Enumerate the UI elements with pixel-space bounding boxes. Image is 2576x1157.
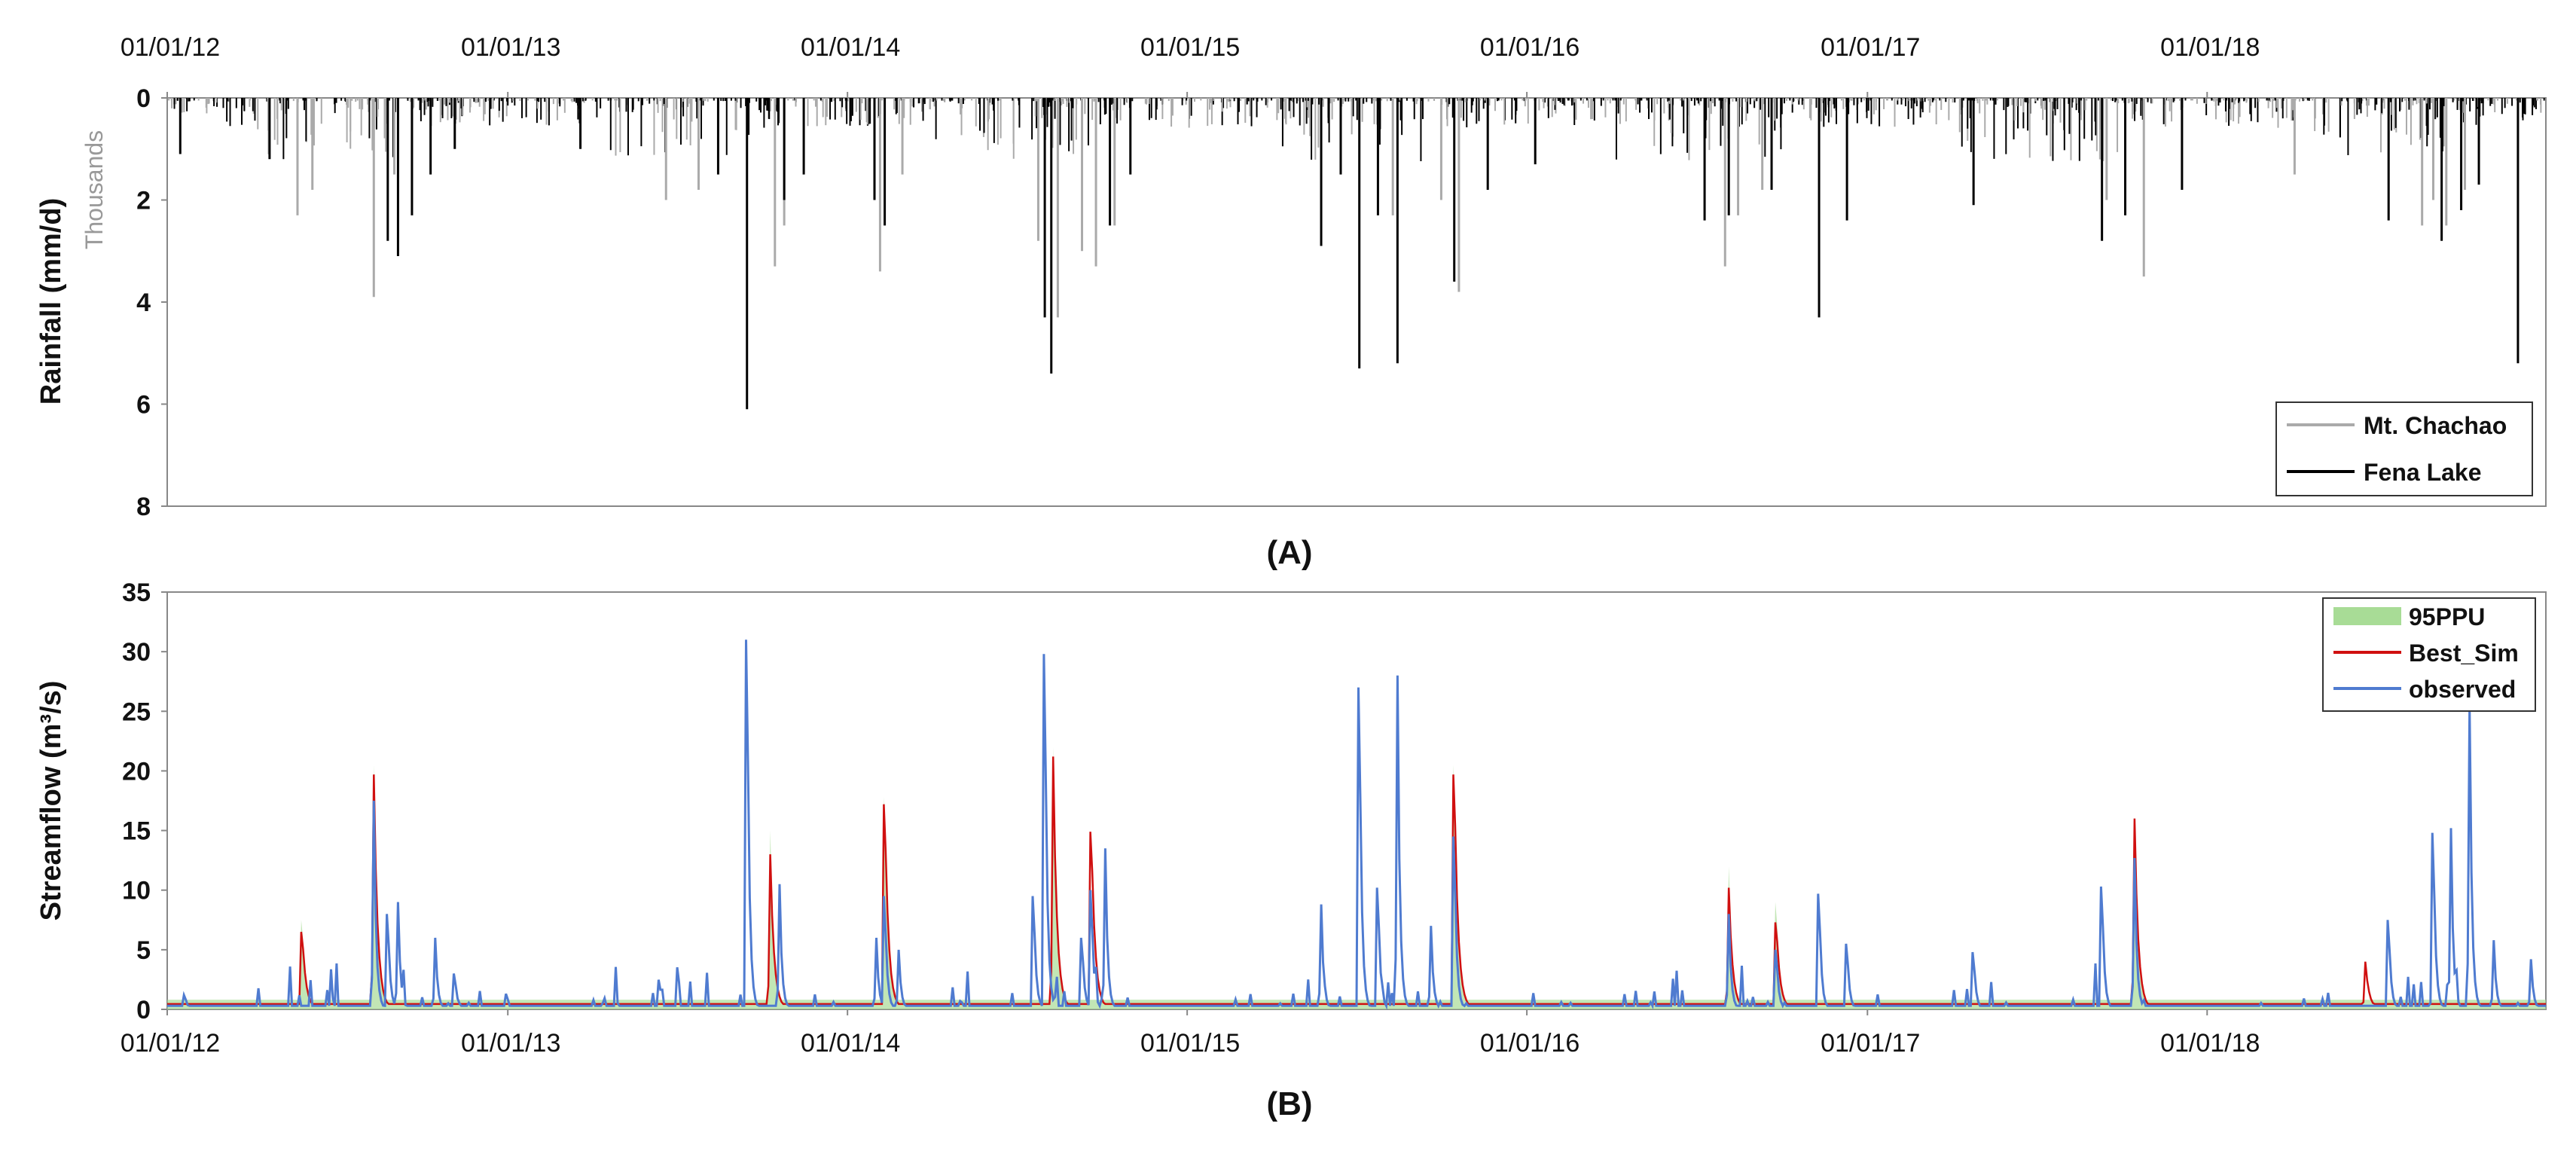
rainfall-x-tick-label: 01/01/13 — [461, 33, 560, 62]
rainfall-y-tick-label: 4 — [136, 288, 151, 317]
streamflow-y-tick-label: 15 — [122, 817, 151, 846]
streamflow-x-tick-label: 01/01/14 — [801, 1029, 900, 1058]
rainfall-bars — [179, 98, 2520, 410]
streamflow-x-tick-label: 01/01/16 — [1480, 1029, 1579, 1058]
rainfall-y-tick-label: 0 — [136, 84, 151, 113]
streamflow-y-tick-label: 5 — [136, 936, 151, 965]
streamflow-x-ticks: 01/01/12 01/01/13 01/01/14 01/01/15 01/01/16… — [121, 1009, 2260, 1058]
streamflow-y-tick-label: 0 — [136, 996, 151, 1024]
streamflow-x-tick-label: 01/01/17 — [1821, 1029, 1920, 1058]
streamflow-y-ticks: 0 5 10 15 20 25 30 35 — [122, 578, 167, 1024]
legend-95ppu-swatch — [2333, 607, 2401, 625]
panel-b-label: (B) — [1266, 1085, 1312, 1122]
legend-observed-label: observed — [2409, 676, 2516, 703]
legend-fena-lake-label: Fena Lake — [2364, 459, 2482, 486]
streamflow-y-tick-label: 35 — [122, 578, 151, 607]
rainfall-y-ticks: 0 2 4 6 8 — [136, 84, 167, 521]
streamflow-x-tick-label: 01/01/12 — [121, 1029, 220, 1058]
streamflow-legend: 95PPU Best_Sim observed — [2322, 597, 2536, 712]
rainfall-unit-note: Thousands — [81, 130, 108, 249]
streamflow-x-tick-label: 01/01/18 — [2160, 1029, 2260, 1058]
streamflow-y-tick-label: 25 — [122, 698, 151, 726]
streamflow-y-tick-label: 10 — [122, 877, 151, 905]
legend-95ppu-label: 95PPU — [2409, 603, 2485, 630]
rainfall-x-tick-label: 01/01/17 — [1821, 33, 1920, 62]
panel-a-label: (A) — [1266, 534, 1312, 571]
legend-best-sim-label: Best_Sim — [2409, 640, 2519, 667]
streamflow-y-axis-label: Streamflow (m³/s) — [35, 681, 67, 921]
streamflow-x-tick-label: 01/01/13 — [461, 1029, 560, 1058]
rainfall-x-tick-label: 01/01/15 — [1140, 33, 1240, 62]
legend-mt-chachao-label: Mt. Chachao — [2364, 412, 2507, 439]
streamflow-y-tick-label: 30 — [122, 638, 151, 667]
rainfall-background-bars — [168, 98, 2545, 162]
rainfall-x-tick-label: 01/01/14 — [801, 33, 900, 62]
rainfall-legend-box — [2275, 401, 2533, 496]
rainfall-legend: Mt. Chachao Fena Lake — [2275, 401, 2533, 496]
rainfall-y-tick-label: 2 — [136, 187, 151, 215]
rainfall-x-tick-label: 01/01/18 — [2160, 33, 2260, 62]
rainfall-y-axis-label: Rainfall (mm/d) — [35, 198, 67, 404]
streamflow-y-tick-label: 20 — [122, 757, 151, 786]
rainfall-y-tick-label: 6 — [136, 391, 151, 420]
streamflow-x-tick-label: 01/01/15 — [1140, 1029, 1240, 1058]
rainfall-y-tick-label: 8 — [136, 493, 151, 521]
rainfall-x-tick-label: 01/01/16 — [1480, 33, 1579, 62]
observed-line — [167, 640, 2546, 1011]
rainfall-x-tick-label: 01/01/12 — [121, 33, 220, 62]
rainfall-plot-area — [166, 97, 2547, 507]
rainfall-x-ticks: 01/01/12 01/01/13 01/01/14 01/01/15 01/01/16… — [121, 33, 2260, 98]
